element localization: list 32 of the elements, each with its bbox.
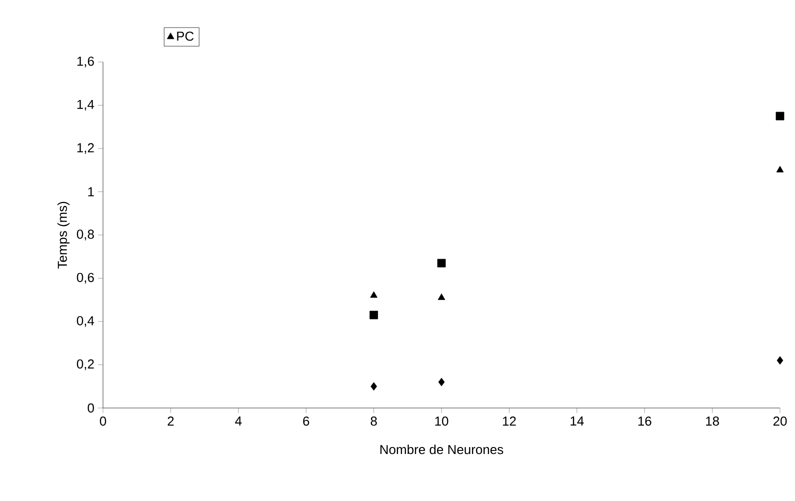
y-tick-label: 1 [88,187,94,196]
x-axis-title: Nombre de Neurones [380,444,504,454]
point [370,310,378,320]
point [437,258,446,268]
y-axis-title: Temps (ms) [57,202,70,269]
legend-label: PC [177,32,194,41]
x-tick-label: 8 [370,416,377,426]
y-tick-label: 0,8 [76,230,94,240]
point [438,294,446,300]
y-tick-label: 0,6 [76,272,94,284]
y-tick-label: 1,4 [77,100,94,111]
point [438,378,445,386]
point [370,291,378,298]
x-tick-label: 18 [706,416,719,426]
x-tick-label: 16 [638,416,652,426]
x-tick-label: 6 [303,416,310,426]
y-tick-label: 0,4 [76,316,94,327]
point [776,356,784,365]
point [776,112,784,120]
y-tick-label: 0 [88,403,94,413]
x-tick-label: 20 [773,416,787,426]
point [370,382,377,391]
y-tick-label: 0,2 [76,359,94,370]
x-tick-label: 0 [100,416,106,426]
point [776,166,784,172]
x-tick-label: 2 [168,416,174,426]
y-tick-label: 1,6 [77,56,94,68]
x-tick-label: 12 [502,416,516,426]
x-tick-label: 4 [235,416,242,426]
y-tick-label: 1,2 [77,143,94,154]
x-tick-label: 14 [570,416,584,426]
x-tick-label: 10 [435,416,448,426]
